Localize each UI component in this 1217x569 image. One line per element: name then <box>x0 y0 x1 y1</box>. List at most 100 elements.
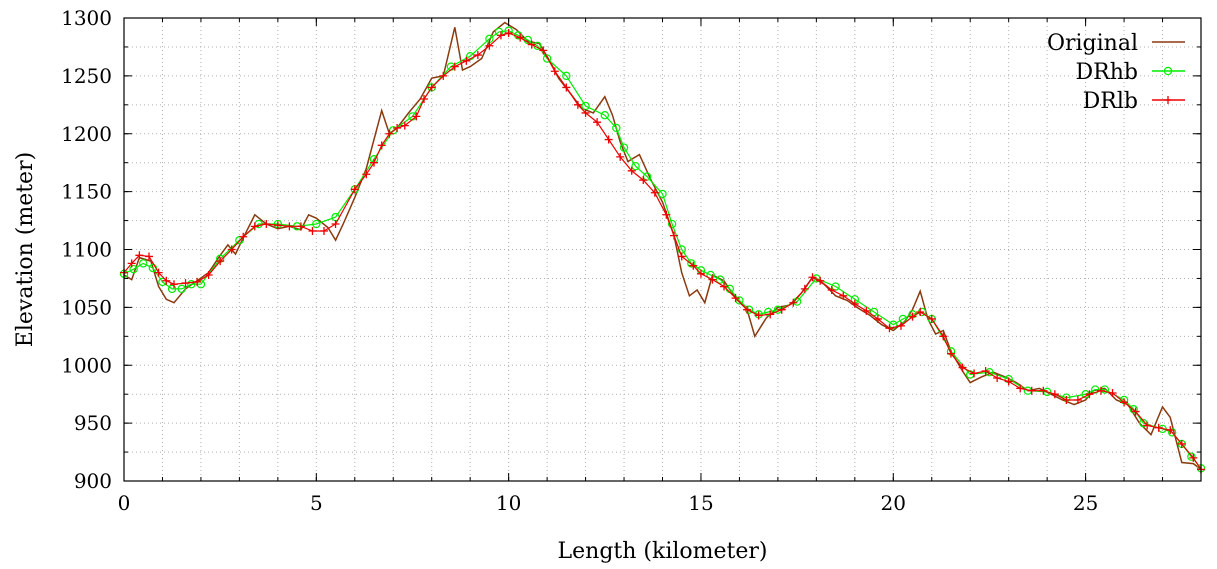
data-point <box>285 222 294 231</box>
legend: Original DRhb DRlb <box>1047 31 1185 114</box>
data-point <box>677 252 686 261</box>
data-point <box>308 226 317 235</box>
data-point <box>885 324 894 333</box>
data-point <box>1189 453 1198 462</box>
data-point <box>393 123 402 132</box>
data-point <box>312 219 321 229</box>
data-point <box>898 314 908 324</box>
data-point <box>581 108 590 117</box>
data-point <box>908 312 917 321</box>
y-tick-label: 1100 <box>61 238 112 262</box>
data-point <box>539 46 548 55</box>
x-tick-label: 20 <box>881 491 906 515</box>
data-point <box>1085 390 1094 399</box>
y-tick-label: 950 <box>74 411 112 435</box>
data-point <box>873 314 882 323</box>
data-point <box>193 277 202 286</box>
data-point <box>1004 377 1013 386</box>
data-point <box>1143 421 1152 430</box>
x-tick-label: 25 <box>1073 491 1098 515</box>
data-point <box>273 221 282 230</box>
y-tick-label: 1300 <box>61 6 112 30</box>
data-point <box>331 220 340 229</box>
data-point <box>816 276 825 285</box>
data-point <box>139 259 148 268</box>
x-tick-label: 0 <box>118 491 131 515</box>
data-point <box>465 51 475 61</box>
data-point <box>187 280 196 289</box>
data-point <box>1073 395 1082 404</box>
data-point <box>550 67 559 76</box>
data-point <box>227 245 236 254</box>
data-point <box>450 62 459 71</box>
data-point <box>370 158 379 167</box>
data-point <box>766 310 775 319</box>
legend-entry-drlb: DRlb <box>1083 89 1185 114</box>
legend-entry-drhb: DRhb <box>1076 60 1185 85</box>
data-point <box>562 83 571 92</box>
data-point <box>154 268 163 277</box>
data-point <box>239 232 248 241</box>
data-point <box>687 259 696 268</box>
series-drlb <box>120 29 1205 474</box>
data-point <box>1027 386 1036 395</box>
data-point <box>631 161 640 171</box>
data-point <box>662 210 671 219</box>
data-point <box>1096 386 1105 395</box>
x-tick-label: 10 <box>496 491 521 515</box>
data-point <box>167 284 177 294</box>
data-point <box>1154 423 1163 432</box>
data-point <box>927 314 936 323</box>
data-point <box>527 40 536 49</box>
x-tick-label: 5 <box>310 491 323 515</box>
data-point <box>696 269 705 278</box>
data-point <box>400 121 409 130</box>
data-point <box>612 123 621 133</box>
x-tick-label: 15 <box>688 491 713 515</box>
legend-entry-original: Original <box>1047 31 1185 56</box>
x-axis-label: Length (kilometer) <box>558 539 768 564</box>
data-point <box>129 264 138 274</box>
data-point <box>619 143 629 152</box>
data-point <box>839 291 848 300</box>
data-point <box>720 282 729 291</box>
data-point <box>1131 407 1140 416</box>
data-point <box>177 284 186 294</box>
data-point <box>516 33 525 42</box>
data-point <box>1016 384 1025 393</box>
data-point <box>689 261 698 270</box>
data-point <box>181 279 190 288</box>
data-point <box>593 118 602 127</box>
data-point <box>827 286 836 295</box>
data-point <box>958 363 967 372</box>
data-point <box>1091 385 1100 394</box>
data-point <box>650 188 659 197</box>
data-point <box>1163 66 1173 76</box>
data-point <box>1120 398 1129 407</box>
data-point <box>485 41 494 50</box>
data-point <box>1108 389 1117 398</box>
data-point <box>604 135 613 144</box>
data-point <box>600 111 610 120</box>
data-point <box>939 332 948 341</box>
data-point <box>862 306 871 315</box>
data-point <box>439 71 448 80</box>
data-point <box>616 152 625 161</box>
data-point <box>1166 426 1175 435</box>
plot-frame <box>123 17 1202 482</box>
data-point <box>981 367 990 376</box>
data-point <box>216 257 225 266</box>
data-point <box>808 273 817 282</box>
data-point <box>708 275 717 284</box>
y-axis-label: Elevation (meter) <box>13 152 38 347</box>
data-point <box>1062 395 1071 404</box>
plot-series <box>119 21 1206 474</box>
data-point <box>916 308 925 317</box>
data-point <box>462 56 471 65</box>
data-point <box>754 311 763 320</box>
data-point <box>504 29 513 38</box>
data-point <box>670 231 679 240</box>
legend-label: DRlb <box>1083 89 1138 114</box>
series-drhb <box>119 26 1206 473</box>
